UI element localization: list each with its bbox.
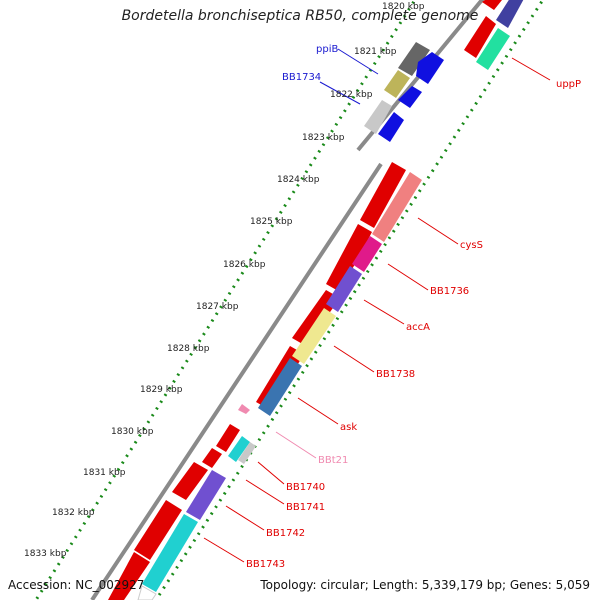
ruler-tick-label: 1833 kbp: [24, 549, 67, 559]
map-title: Bordetella bronchiseptica RB50, complete…: [121, 8, 479, 24]
ruler-tick-label: 1831 kbp: [83, 468, 126, 478]
leader-BB1743: [203, 537, 245, 563]
gene-label-BB1742[interactable]: BB1742: [266, 528, 305, 539]
leader-accA: [363, 299, 405, 325]
gene-red-5[interactable]: [216, 424, 240, 452]
leader-BB1741: [245, 479, 285, 505]
ruler-tick-label: 1822 kbp: [330, 90, 373, 100]
gene-accA-feature[interactable]: [326, 266, 362, 312]
gene-navy-top[interactable]: [496, 0, 526, 28]
leader-uppP: [511, 57, 551, 81]
gene-BB1743-feature[interactable]: [142, 514, 198, 592]
gene-ask-feature[interactable]: [258, 358, 302, 416]
gene-labels: ppiB BB1734 uppP cysS BB1736 accA BB1738…: [246, 44, 581, 570]
leader-BB1742: [225, 505, 265, 531]
ruler-tick-label: 1826 kbp: [223, 260, 266, 270]
gene-BB1742-feature[interactable]: [186, 470, 226, 520]
gene-BB1740-grey[interactable]: [238, 442, 256, 464]
leader-ppiB: [337, 48, 379, 75]
gene-strand-right: [137, 172, 422, 601]
gene-label-BB1741[interactable]: BB1741: [286, 502, 325, 513]
backbone-lower: [90, 162, 383, 602]
ruler-tick-label: 1825 kbp: [250, 217, 293, 227]
ruler-tick-label: 1823 kbp: [302, 133, 345, 143]
gene-label-BB1736[interactable]: BB1736: [430, 286, 469, 297]
gene-pink-ask[interactable]: [238, 404, 250, 414]
gene-grey-feature[interactable]: [364, 100, 392, 134]
ruler-tick-label: 1824 kbp: [277, 175, 320, 185]
gene-BB1736-feature[interactable]: [352, 236, 382, 272]
gene-label-BB1743[interactable]: BB1743: [246, 559, 285, 570]
accession-text: Accession: NC_002927: [8, 578, 145, 592]
gene-label-BB1740[interactable]: BB1740: [286, 482, 325, 493]
leader-ask: [297, 397, 339, 425]
leader-BBt21: [275, 431, 317, 459]
gene-cysS-feature[interactable]: [372, 172, 422, 242]
leader-BB1738: [333, 345, 375, 373]
ruler-labels: 1820 kbp 1821 kbp 1822 kbp 1823 kbp 1824…: [24, 2, 425, 559]
gene-label-BBt21[interactable]: BBt21: [318, 455, 348, 466]
gene-red-8[interactable]: [134, 500, 182, 560]
gene-BB1738-feature[interactable]: [292, 308, 336, 364]
gene-red-6[interactable]: [202, 448, 222, 468]
leader-cysS: [417, 217, 459, 245]
gene-red-2[interactable]: [326, 224, 372, 292]
gene-label-BB1738[interactable]: BB1738: [376, 369, 415, 380]
ruler-tick-label: 1827 kbp: [196, 302, 239, 312]
gene-label-cysS[interactable]: cysS: [460, 240, 483, 251]
arrow-blue-1[interactable]: [416, 52, 444, 84]
leader-BB1740: [257, 461, 285, 485]
gene-label-ask[interactable]: ask: [340, 422, 357, 433]
gene-ppiB-group: [364, 42, 444, 142]
gene-bb1734-feature[interactable]: [384, 70, 410, 98]
arrow-blue-2[interactable]: [398, 86, 422, 108]
gene-green-uppP[interactable]: [476, 28, 510, 70]
gene-strand-left: [108, 162, 406, 600]
gene-label-BB1734[interactable]: BB1734: [282, 72, 321, 83]
gene-ppiB-feature[interactable]: [398, 42, 430, 76]
gene-red-7[interactable]: [172, 462, 208, 500]
ruler-tick-label: 1821 kbp: [354, 47, 397, 57]
gene-label-ppiB[interactable]: ppiB: [316, 44, 338, 55]
gene-BB1740-feature[interactable]: [228, 436, 250, 462]
gene-label-accA[interactable]: accA: [406, 322, 430, 333]
topology-text: Topology: circular; Length: 5,339,179 bp…: [260, 578, 590, 592]
gene-red-1[interactable]: [360, 162, 406, 228]
leader-BB1736: [387, 263, 429, 291]
gene-uppP-group: [464, 0, 526, 70]
ruler-tick-label: 1829 kbp: [140, 385, 183, 395]
gene-label-uppP[interactable]: uppP: [556, 79, 581, 90]
gene-red-top[interactable]: [482, 0, 506, 10]
ruler-tick-label: 1820 kbp: [382, 2, 425, 12]
leader-BB1734: [319, 81, 361, 105]
gene-red-9[interactable]: [108, 552, 150, 600]
ruler-tick-label: 1832 kbp: [52, 508, 95, 518]
arrow-blue-3[interactable]: [378, 112, 404, 142]
ruler-tick-label: 1830 kbp: [111, 427, 154, 437]
gene-red-top-2[interactable]: [464, 16, 496, 58]
ruler-tick-label: 1828 kbp: [167, 344, 210, 354]
